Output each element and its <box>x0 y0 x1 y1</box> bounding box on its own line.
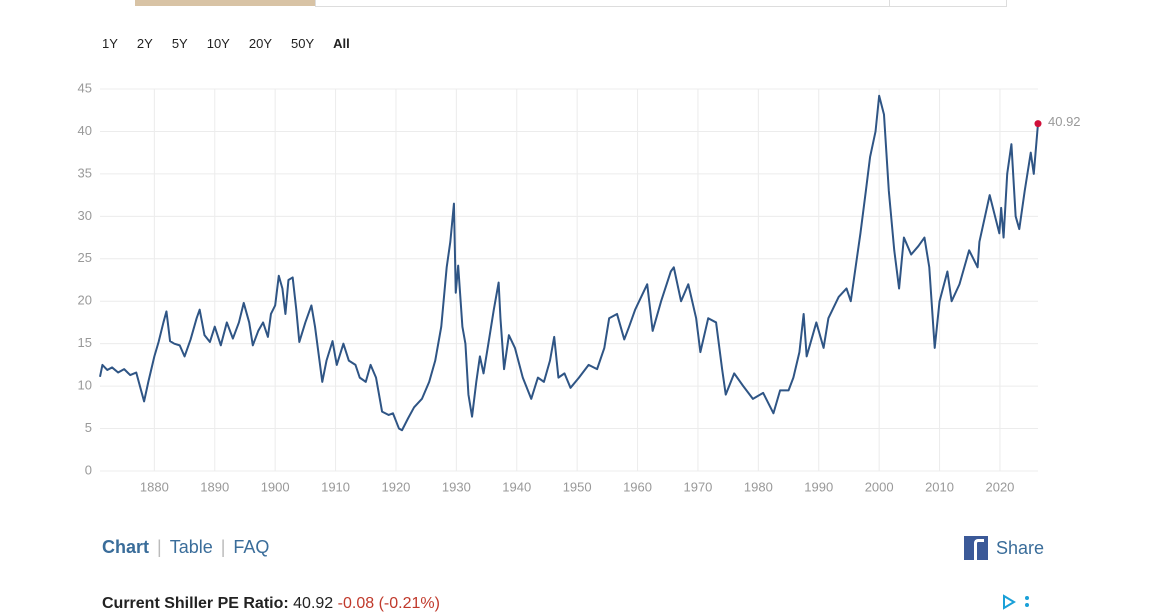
range-button[interactable]: 5Y <box>171 36 188 51</box>
range-button[interactable]: 50Y <box>291 36 315 51</box>
x-tick-label: 1910 <box>321 479 350 494</box>
y-tick-label: 5 <box>85 420 92 435</box>
facebook-icon <box>964 536 988 560</box>
x-tick-label: 2010 <box>925 479 954 494</box>
range-button[interactable]: 20Y <box>248 36 272 51</box>
y-tick-label: 0 <box>85 462 92 477</box>
y-tick-label: 15 <box>78 335 92 350</box>
x-tick-label: 1920 <box>381 479 410 494</box>
x-tick-label: 1990 <box>804 479 833 494</box>
summary-value: 40.92 <box>293 595 334 612</box>
summary-change: -0.08 (-0.21%) <box>337 595 440 612</box>
x-tick-label: 1960 <box>623 479 652 494</box>
x-tick-label: 2020 <box>985 479 1014 494</box>
author-photo <box>135 0 315 6</box>
chart: 0 5 10 15 20 25 30 35 40 45 1880 1890 1900 1910 1920 19… <box>78 80 1081 494</box>
x-tick-label: 1900 <box>261 479 290 494</box>
y-tick-label: 10 <box>78 378 92 393</box>
separator: | <box>220 537 226 557</box>
tab-faq[interactable]: FAQ <box>233 537 270 557</box>
tabs: Chart | Table | FAQ <box>102 537 269 558</box>
y-tick-label: 30 <box>78 208 92 223</box>
search-box[interactable] <box>315 0 1007 7</box>
range-button[interactable]: 10Y <box>206 36 230 51</box>
x-tick-label: 1940 <box>502 479 531 494</box>
x-tick-label: 2000 <box>865 479 894 494</box>
last-point <box>1034 120 1042 128</box>
x-tick-label: 1980 <box>744 479 773 494</box>
tab-table[interactable]: Table <box>169 537 213 557</box>
x-tick-label: 1930 <box>442 479 471 494</box>
separator: | <box>157 537 162 557</box>
y-tick-label: 35 <box>78 165 92 180</box>
pe-line <box>99 94 1039 432</box>
summary: Current Shiller PE Ratio: 40.92 -0.08 (-… <box>102 595 440 613</box>
share-label: Share <box>996 537 1045 558</box>
share-button[interactable]: Share <box>964 536 1044 560</box>
summary-label: Current Shiller PE Ratio: <box>102 595 289 612</box>
y-tick-label: 25 <box>78 250 92 265</box>
ad-choices[interactable] <box>1002 594 1032 610</box>
x-tick-label: 1950 <box>563 479 592 494</box>
range-button[interactable]: 2Y <box>136 36 153 51</box>
y-tick-label: 45 <box>78 80 92 95</box>
y-tick-label: 40 <box>78 123 92 138</box>
x-tick-label: 1880 <box>140 479 169 494</box>
range-button[interactable]: All <box>333 36 350 51</box>
range-button[interactable]: 1Y <box>102 36 118 51</box>
x-tick-label: 1890 <box>200 479 229 494</box>
x-tick-label: 1970 <box>683 479 712 494</box>
range-selector: 1Y 2Y 5Y 10Y 20Y 50Y All <box>102 36 369 51</box>
last-value-label: 40.92 <box>1048 114 1081 129</box>
tab-chart[interactable]: Chart <box>102 537 150 557</box>
y-tick-label: 20 <box>78 293 92 308</box>
